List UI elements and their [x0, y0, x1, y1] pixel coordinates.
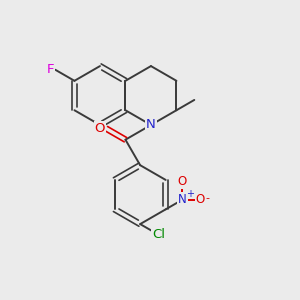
- Text: N: N: [146, 118, 156, 131]
- Text: Cl: Cl: [152, 228, 165, 241]
- Text: O: O: [178, 175, 187, 188]
- Text: N: N: [178, 193, 187, 206]
- Text: -: -: [205, 193, 209, 203]
- Text: +: +: [186, 189, 194, 199]
- Text: F: F: [46, 63, 54, 76]
- Text: O: O: [196, 193, 205, 206]
- Text: O: O: [94, 122, 105, 135]
